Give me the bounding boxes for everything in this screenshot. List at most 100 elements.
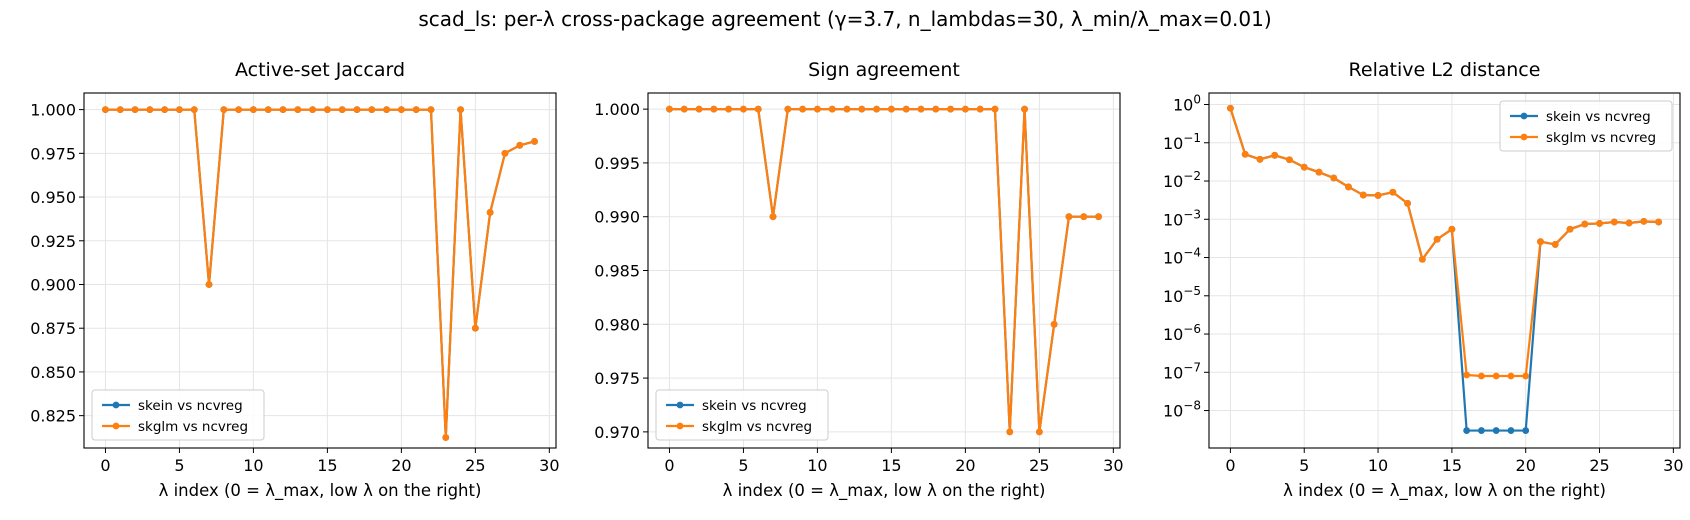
data-point (1655, 218, 1662, 226)
x-tick-label: 0 (664, 456, 674, 475)
data-point (1021, 105, 1028, 113)
data-point (1345, 183, 1352, 191)
x-tick-label: 0 (1225, 456, 1235, 475)
series-line-skein (105, 108, 535, 439)
data-point (338, 106, 346, 114)
figure-title: scad_ls: per-λ cross-package agreement (… (418, 7, 1271, 31)
y-tick-exponent: −6 (1183, 322, 1201, 336)
x-tick-label: 20 (1516, 456, 1536, 475)
data-point (1478, 427, 1485, 434)
y-tick-label: 0.925 (30, 232, 76, 251)
x-tick-label: 30 (539, 456, 559, 475)
grid (84, 93, 556, 448)
legend-label: skglm vs ncvreg (138, 419, 248, 435)
y-tick-label: 0.975 (594, 369, 640, 388)
data-point (323, 106, 331, 114)
data-point (769, 213, 777, 221)
data-point (947, 105, 954, 113)
data-point (1271, 151, 1279, 159)
data-point (1448, 225, 1456, 233)
axes-frame (1208, 92, 1681, 449)
data-point (531, 138, 538, 145)
x-axis-label: λ index (0 = λ_max, low λ on the right) (1283, 481, 1606, 501)
panel-title: Sign agreement (808, 59, 960, 81)
data-point (976, 105, 984, 113)
data-point (1006, 428, 1014, 436)
x-tick-label: 20 (391, 456, 411, 475)
data-point (1065, 213, 1073, 221)
data-point (887, 105, 895, 113)
data-point (1095, 213, 1102, 221)
legend-label: skglm vs ncvreg (1546, 130, 1656, 146)
data-point (1374, 192, 1382, 199)
y-tick-label: 0.825 (30, 407, 76, 426)
data-point (116, 106, 124, 114)
data-point (1537, 238, 1544, 246)
data-point (1286, 156, 1293, 164)
data-point (516, 141, 524, 149)
data-point (1035, 428, 1043, 436)
x-tick-label: 0 (100, 456, 110, 475)
x-tick-label: 30 (1103, 456, 1123, 475)
y-tick-label: 0.985 (594, 262, 640, 281)
data-point (1551, 241, 1559, 248)
data-point (294, 106, 302, 114)
data-point (1256, 155, 1264, 163)
legend-marker (676, 401, 684, 409)
series-line-skglm (105, 108, 535, 439)
data-point (1418, 255, 1426, 263)
y-tick-label: 10−4 (1163, 246, 1201, 268)
legend-label: skglm vs ncvreg (702, 419, 812, 435)
x-tick-label: 10 (1368, 456, 1388, 475)
y-tick-label: 10−6 (1163, 322, 1201, 344)
data-point (784, 105, 792, 113)
data-point (828, 105, 836, 113)
data-point (250, 106, 257, 114)
data-point (1315, 168, 1323, 176)
data-point (1241, 150, 1249, 158)
data-point (1492, 372, 1500, 380)
data-point (205, 281, 213, 288)
y-tick-exponent: −4 (1183, 246, 1201, 260)
series-line-skein (1229, 107, 1659, 432)
y-tick-base: 10 (1163, 210, 1183, 229)
panel-title: Relative L2 distance (1349, 59, 1541, 81)
legend: skein vs ncvreg skglm vs ncvreg (1499, 100, 1673, 152)
y-tick-exponent: 0 (1193, 93, 1201, 107)
data-point (902, 105, 910, 113)
data-point (146, 106, 154, 114)
y-tick-label: 0.995 (594, 154, 640, 173)
data-point (1080, 213, 1088, 221)
data-point (1566, 225, 1574, 233)
y-tick-base: 10 (1173, 96, 1193, 115)
panel-relative-l2-distance: 0 5 10 15 20 25 3010−810−710−610−510−410−310−2… (1163, 59, 1684, 501)
x-axis-label: λ index (0 = λ_max, low λ on the right) (159, 481, 482, 501)
data-point (397, 106, 405, 114)
legend-box (1499, 100, 1673, 152)
data-point (501, 149, 509, 157)
legend-box (91, 389, 265, 441)
data-point (190, 106, 198, 114)
y-tick-label: 1.000 (594, 100, 640, 119)
y-tick-label: 0.980 (594, 315, 640, 334)
legend: skein vs ncvreg skglm vs ncvreg (91, 389, 265, 441)
y-tick-base: 10 (1163, 402, 1183, 421)
x-tick-label: 25 (1589, 456, 1609, 475)
x-tick-label: 25 (465, 456, 485, 475)
data-point (1581, 220, 1589, 228)
data-point (1050, 320, 1058, 328)
y-tick-label: 0.975 (30, 144, 76, 163)
data-point (843, 105, 851, 113)
y-tick-label: 0.970 (594, 423, 640, 442)
y-tick-base: 10 (1163, 249, 1183, 268)
x-tick-label: 15 (1442, 456, 1462, 475)
y-tick-exponent: −2 (1183, 169, 1201, 183)
data-point (442, 434, 450, 441)
x-tick-label: 20 (955, 456, 975, 475)
x-tick-label: 5 (738, 456, 748, 475)
axes-frame (83, 92, 557, 449)
y-tick-exponent: −3 (1183, 207, 1201, 221)
legend-label: skein vs ncvreg (138, 398, 243, 414)
y-tick-base: 10 (1163, 287, 1183, 306)
